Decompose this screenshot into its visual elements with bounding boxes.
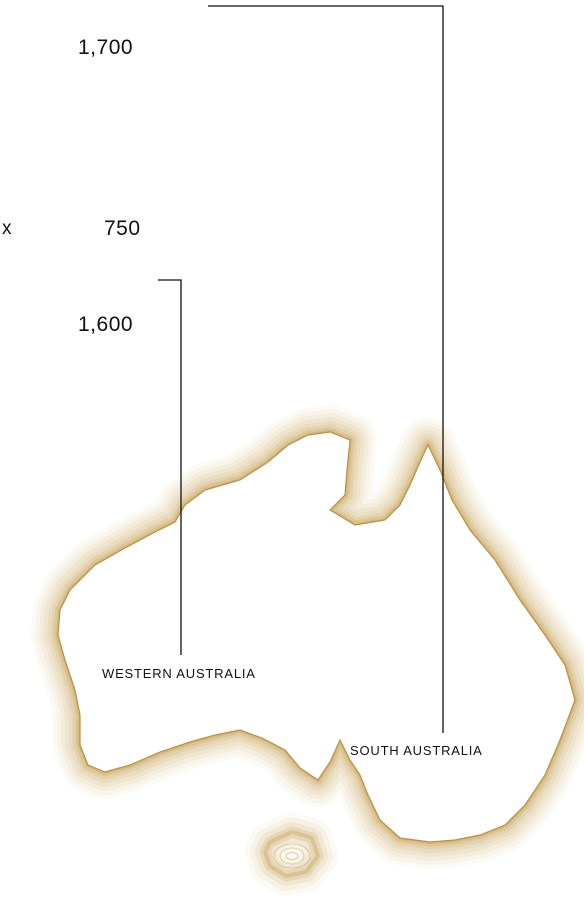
value-1700: 1,700 — [78, 36, 134, 59]
value-750: 750 — [104, 217, 141, 240]
multiply-symbol: x — [2, 218, 12, 239]
south-australia-leader — [208, 5, 444, 733]
label-south-australia: SOUTH AUSTRALIA — [350, 743, 483, 758]
tasmania-rings — [273, 843, 311, 869]
label-western-australia: WESTERN AUSTRALIA — [102, 666, 256, 681]
western-australia-leader — [158, 279, 182, 655]
value-1600: 1,600 — [78, 313, 134, 336]
leader-lines — [158, 5, 444, 733]
